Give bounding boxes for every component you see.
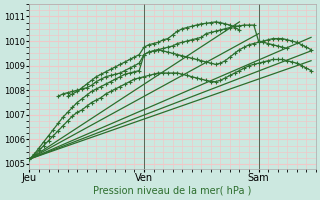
X-axis label: Pression niveau de la mer( hPa ): Pression niveau de la mer( hPa ): [93, 186, 252, 196]
